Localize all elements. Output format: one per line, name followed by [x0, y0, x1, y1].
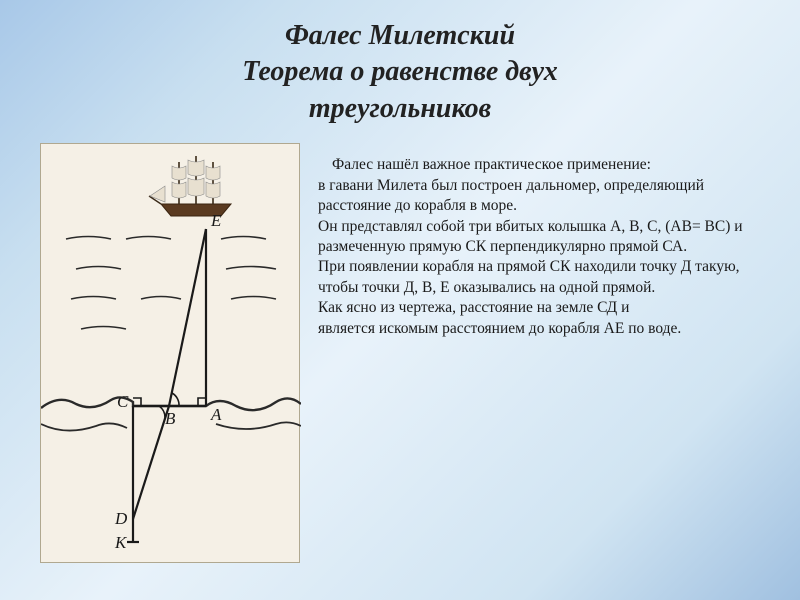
title-line-3: треугольников	[40, 91, 760, 127]
label-A: A	[210, 405, 222, 424]
para-1: Фалес нашёл важное практическое применен…	[318, 155, 770, 175]
ship-icon	[149, 156, 231, 216]
water-waves	[66, 237, 276, 330]
label-C: C	[117, 392, 129, 411]
para-2: в гавани Милета был построен дальномер, …	[318, 176, 770, 217]
construction-lines	[127, 229, 206, 542]
title-line-2: Теорема о равенстве двух	[40, 54, 760, 90]
title-block: Фалес Милетский Теорема о равенстве двух…	[0, 0, 800, 137]
label-E: E	[210, 211, 222, 230]
land-stroke	[41, 424, 127, 431]
para-3: Он представлял собой три вбитых колышка …	[318, 217, 770, 258]
label-K: K	[114, 533, 128, 552]
content-row: E A B C D K Фалес нашёл важное практичес…	[0, 137, 800, 583]
land-stroke	[216, 423, 301, 430]
label-B: B	[165, 409, 176, 428]
para-6: является искомым расстоянием до корабля …	[318, 319, 770, 339]
rangefinder-figure: E A B C D K	[40, 143, 300, 563]
para-4: При появлении корабля на прямой СК наход…	[318, 257, 770, 298]
figure-svg: E A B C D K	[41, 144, 301, 564]
title-line-1: Фалес Милетский	[40, 18, 760, 54]
body-text: Фалес нашёл важное практическое применен…	[318, 143, 770, 563]
label-D: D	[114, 509, 128, 528]
para-5: Как ясно из чертежа, расстояние на земле…	[318, 298, 770, 318]
